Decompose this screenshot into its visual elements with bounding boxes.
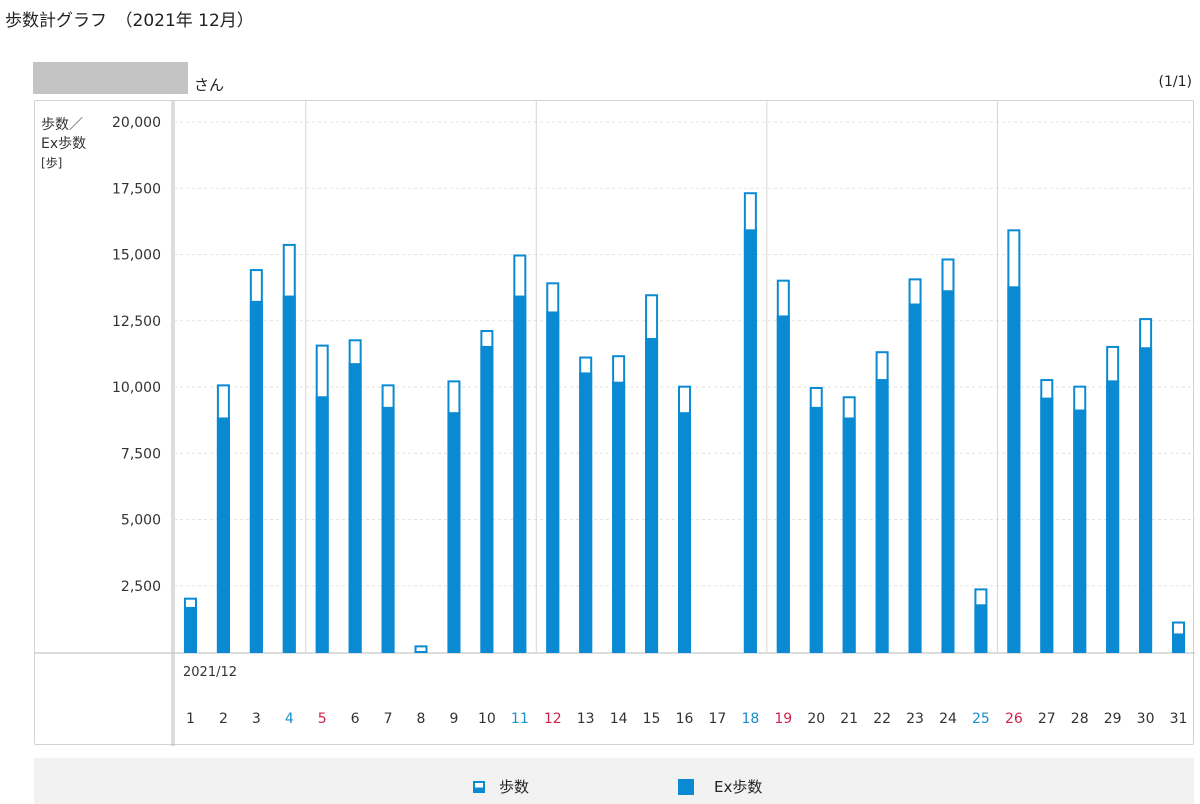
x-tick-label: 21 xyxy=(840,711,858,727)
bar-ex-steps xyxy=(513,295,527,652)
x-tick-label: 5 xyxy=(318,711,327,727)
page-indicator: (1/1) xyxy=(1158,74,1192,90)
x-tick-label: 27 xyxy=(1038,711,1056,727)
bar-ex-steps xyxy=(249,300,263,652)
bar-ex-steps xyxy=(480,345,494,652)
bar-ex-steps xyxy=(447,412,461,652)
legend-outline-swatch-icon xyxy=(473,780,485,793)
legend-item-ex-steps: Ex歩数 xyxy=(678,776,762,797)
x-tick-label: 7 xyxy=(384,711,393,727)
bar-ex-steps xyxy=(974,604,988,652)
bar-ex-steps xyxy=(1139,347,1153,652)
bar-ex-steps xyxy=(612,381,626,652)
x-tick-label: 31 xyxy=(1170,711,1188,727)
bar-ex-steps xyxy=(579,372,593,652)
bar-ex-steps xyxy=(842,417,856,652)
x-tick-label: 30 xyxy=(1137,711,1155,727)
bar-ex-steps xyxy=(941,290,955,652)
x-tick-label: 6 xyxy=(351,711,360,727)
x-tick-label: 8 xyxy=(417,711,426,727)
bar-ex-steps xyxy=(743,229,757,652)
chart-area: 2,500 5,000 7,500 10,000 12,500 15,000 17,500 2… xyxy=(34,100,1195,746)
x-tick-label: 15 xyxy=(643,711,661,727)
x-tick-label: 23 xyxy=(906,711,924,727)
x-tick-label: 14 xyxy=(610,711,628,727)
legend-label-steps: 歩数 xyxy=(499,778,530,796)
x-period-label: 2021/12 xyxy=(183,665,237,680)
x-tick-label: 12 xyxy=(544,711,562,727)
bar-ex-steps xyxy=(183,606,197,652)
x-tick-label: 1 xyxy=(186,711,195,727)
y-tick-label: 10,000 xyxy=(112,380,161,396)
bar-ex-steps xyxy=(1106,380,1120,652)
user-name-suffix: さん xyxy=(194,76,225,94)
y-tick-label: 5,000 xyxy=(121,513,161,529)
page-title: 歩数計グラフ （2021年 12月） xyxy=(5,11,254,31)
x-tick-label: 17 xyxy=(709,711,727,727)
x-tick-label: 16 xyxy=(676,711,694,727)
bar-ex-steps xyxy=(282,295,296,652)
y-tick-label: 17,500 xyxy=(112,181,161,197)
x-tick-label: 20 xyxy=(807,711,825,727)
x-tick-label: 9 xyxy=(449,711,458,727)
y-tick-label: 2,500 xyxy=(121,579,161,595)
bar-ex-steps xyxy=(776,315,790,652)
bar-ex-steps xyxy=(381,406,395,652)
bar-ex-steps xyxy=(1040,397,1054,652)
bar-ex-steps xyxy=(216,417,230,652)
bar-ex-steps xyxy=(315,396,329,652)
x-tick-label: 19 xyxy=(774,711,792,727)
y-tick-label: 7,500 xyxy=(121,446,161,462)
step-count-bar-chart: 2,500 5,000 7,500 10,000 12,500 15,000 17,500 2… xyxy=(35,101,1195,746)
x-tick-label: 28 xyxy=(1071,711,1089,727)
legend-item-steps: 歩数 xyxy=(473,776,529,797)
legend-filled-swatch-icon xyxy=(678,778,694,795)
x-tick-label: 26 xyxy=(1005,711,1023,727)
bar-total-steps xyxy=(414,645,428,653)
y-tick-label: 15,000 xyxy=(112,248,161,264)
y-axis-label: Ex歩数 xyxy=(41,136,86,152)
x-tick-label: 24 xyxy=(939,711,957,727)
x-tick-label: 18 xyxy=(741,711,759,727)
bar-ex-steps xyxy=(546,311,560,652)
y-tick-label: 12,500 xyxy=(112,314,161,330)
x-tick-label: 3 xyxy=(252,711,261,727)
x-tick-label: 22 xyxy=(873,711,891,727)
bar-ex-steps xyxy=(1073,409,1087,652)
x-tick-label: 29 xyxy=(1104,711,1122,727)
bar-ex-steps xyxy=(645,337,659,652)
x-tick-label: 4 xyxy=(285,711,294,727)
bar-ex-steps xyxy=(908,303,922,652)
x-tick-label: 2 xyxy=(219,711,228,727)
x-tick-label: 13 xyxy=(577,711,595,727)
legend-label-ex-steps: Ex歩数 xyxy=(714,778,763,796)
x-tick-label: 10 xyxy=(478,711,496,727)
y-axis-label: 歩数／ xyxy=(41,117,83,133)
bar-ex-steps xyxy=(678,412,691,652)
bar-ex-steps xyxy=(1172,633,1186,652)
bar-ex-steps xyxy=(809,406,823,652)
redacted-user-name xyxy=(33,62,188,94)
y-axis-label: [歩] xyxy=(41,155,62,170)
bar-ex-steps xyxy=(1007,286,1021,652)
chart-legend: 歩数 Ex歩数 xyxy=(34,758,1194,804)
y-tick-label: 20,000 xyxy=(112,115,161,131)
bar-ex-steps xyxy=(348,363,362,652)
x-tick-label: 11 xyxy=(511,711,529,727)
x-tick-label: 25 xyxy=(972,711,990,727)
bar-ex-steps xyxy=(875,379,889,652)
